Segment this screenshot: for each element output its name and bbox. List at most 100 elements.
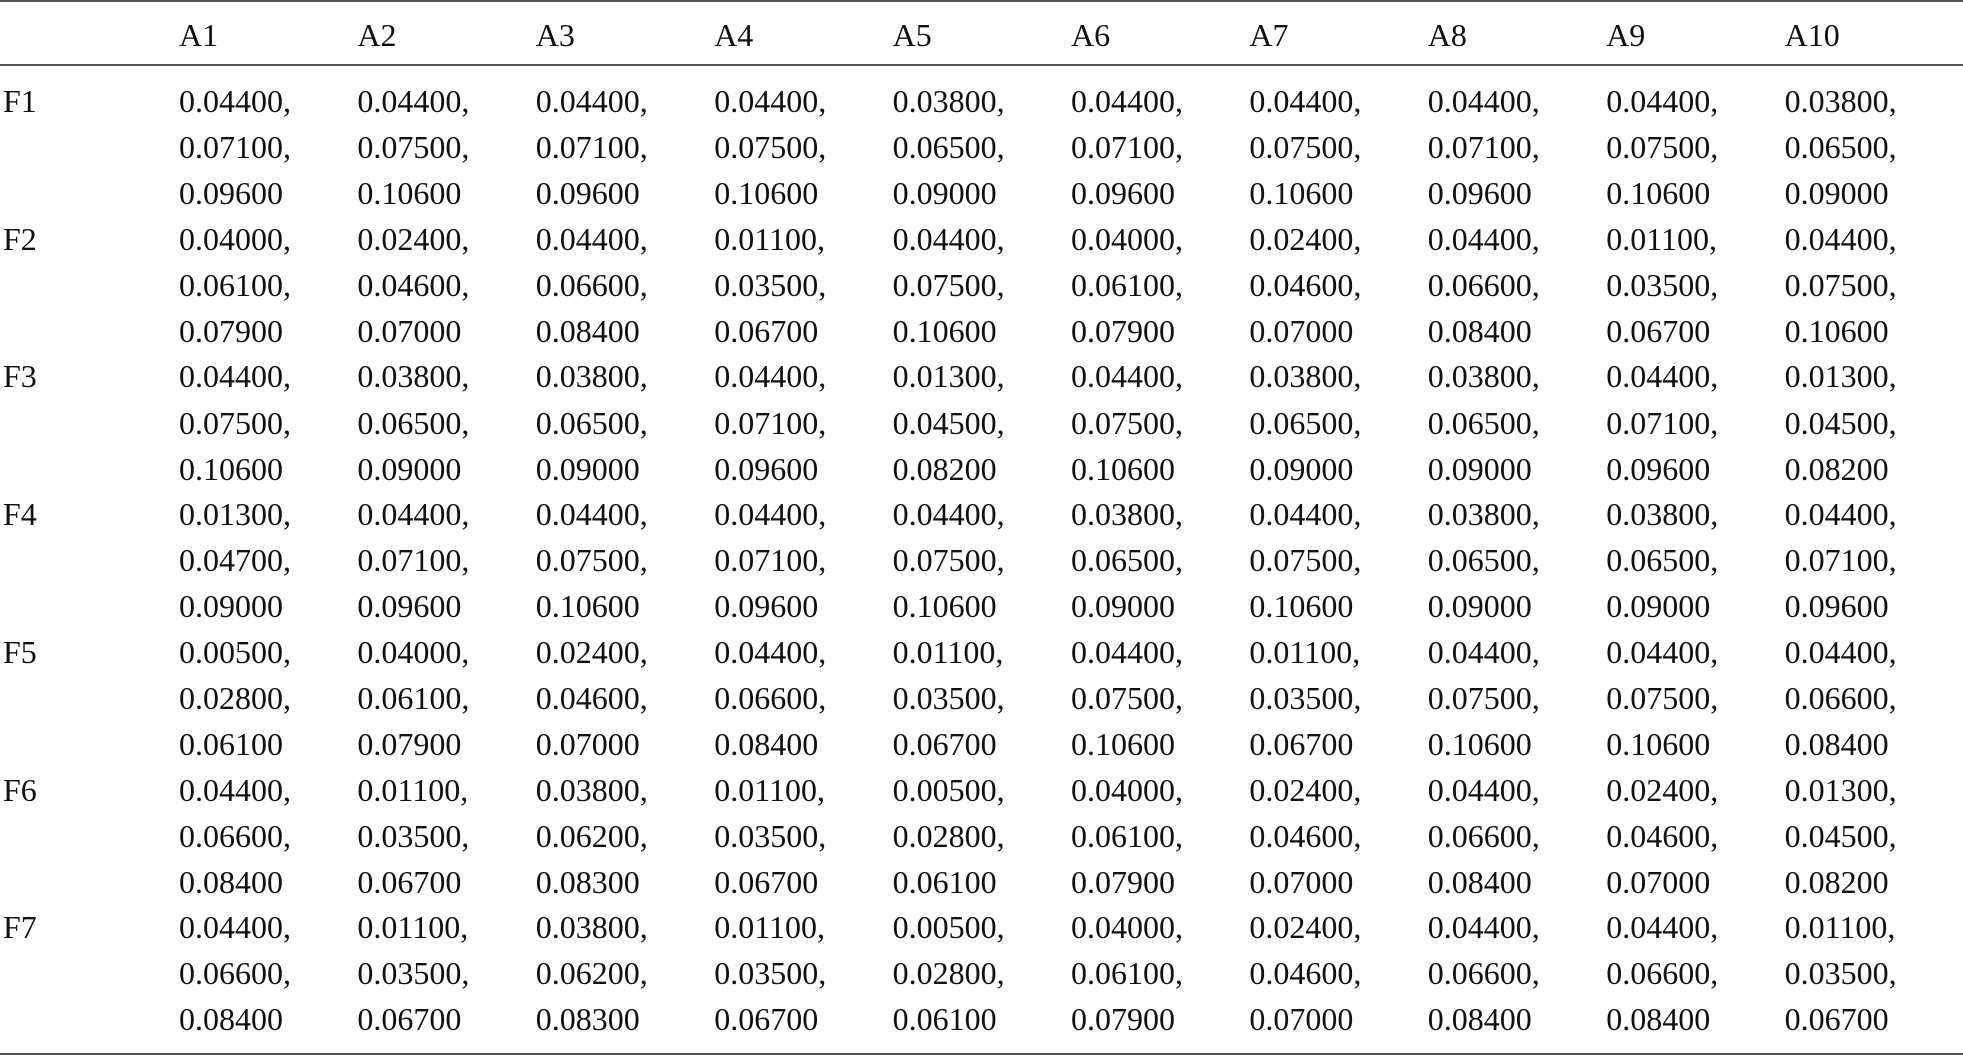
cell-value: 0.07900 <box>1071 863 1175 900</box>
cell-value: 0.06700 <box>1606 312 1711 349</box>
cell-value: 0.03800, <box>1427 496 1540 533</box>
cell-value: 0.03500, <box>1249 679 1362 716</box>
column-header: A9 <box>1606 17 1646 53</box>
cell-value: 0.04400, <box>1249 83 1362 119</box>
cell-value: 0.04500, <box>1784 817 1897 854</box>
cell-value: 0.03800, <box>1249 358 1362 395</box>
cell-value: 0.10600 <box>892 312 997 349</box>
cell-value: 0.08400 <box>1427 863 1532 900</box>
cell-value: 0.03500, <box>1606 266 1719 303</box>
cell-value: 0.04000, <box>357 633 470 670</box>
cell-value: 0.07100, <box>357 542 470 579</box>
cell-value: 0.06100, <box>1071 955 1183 992</box>
cell-value: 0.07900 <box>1071 1001 1175 1038</box>
cell-value: 0.07500, <box>179 404 291 441</box>
cell-value: 0.08200 <box>892 450 997 487</box>
row-label: F4 <box>3 496 37 533</box>
cell-value: 0.04400, <box>1784 220 1897 257</box>
cell-value: 0.06100, <box>357 679 470 716</box>
cell-value: 0.06700 <box>714 1001 819 1038</box>
cell-value: 0.00500, <box>892 771 1005 808</box>
cell-value: 0.01300, <box>1784 771 1897 808</box>
cell-value: 0.10600 <box>179 450 283 487</box>
cell-value: 0.04400, <box>1427 771 1540 808</box>
cell-value: 0.06600, <box>714 679 827 716</box>
cell-value: 0.09000 <box>892 175 997 212</box>
cell-value: 0.01300, <box>1784 358 1897 395</box>
cell-value: 0.03500, <box>714 266 827 303</box>
cell-value: 0.01100, <box>1249 633 1361 670</box>
cell-value: 0.07000 <box>535 726 640 762</box>
cell-value: 0.02400, <box>535 633 648 670</box>
cell-value: 0.08400 <box>179 1001 283 1038</box>
cell-value: 0.03500, <box>357 817 470 854</box>
cell-value: 0.04700, <box>179 542 291 579</box>
cell-value: 0.07500, <box>892 266 1005 303</box>
cell-value: 0.04400, <box>179 771 291 808</box>
row-label: F3 <box>3 358 37 395</box>
cell-value: 0.04400, <box>892 220 1005 257</box>
cell-value: 0.03800, <box>357 358 470 395</box>
column-header: A3 <box>535 17 575 53</box>
cell-value: 0.09000 <box>1427 450 1532 487</box>
cell-value: 0.03500, <box>357 955 470 992</box>
cell-value: 0.06700 <box>1249 726 1354 762</box>
cell-value: 0.03800, <box>1071 496 1183 533</box>
cell-value: 0.06500, <box>892 129 1005 166</box>
row-label: F1 <box>3 83 37 119</box>
column-header: A7 <box>1249 17 1289 53</box>
cell-value: 0.07500, <box>1249 542 1362 579</box>
cell-value: 0.06100, <box>1071 266 1183 303</box>
cell-value: 0.04400, <box>1071 83 1183 119</box>
cell-value: 0.04600, <box>1606 817 1719 854</box>
cell-value: 0.08400 <box>714 726 819 762</box>
cell-value: 0.01100, <box>714 909 825 946</box>
cell-value: 0.06700 <box>357 1001 462 1038</box>
cell-value: 0.07500, <box>1071 404 1183 441</box>
cell-value: 0.04400, <box>1071 358 1183 395</box>
cell-value: 0.08400 <box>1784 726 1889 762</box>
cell-value: 0.09600 <box>714 450 819 487</box>
cell-value: 0.06600, <box>1427 266 1540 303</box>
cell-value: 0.04600, <box>1249 266 1362 303</box>
cell-value: 0.04400, <box>1784 496 1897 533</box>
cell-value: 0.03500, <box>1784 955 1897 992</box>
cell-value: 0.04400, <box>535 220 648 257</box>
cell-value: 0.04000, <box>1071 909 1183 946</box>
cell-value: 0.06700 <box>892 726 997 762</box>
cell-value: 0.10600 <box>1606 726 1711 762</box>
cell-value: 0.06200, <box>535 817 648 854</box>
cell-value: 0.03800, <box>535 771 648 808</box>
cell-value: 0.07100, <box>179 129 291 166</box>
cell-value: 0.09000 <box>1427 588 1532 625</box>
cell-value: 0.07500, <box>1249 129 1362 166</box>
cell-value: 0.04400, <box>357 496 470 533</box>
column-header: A10 <box>1784 17 1840 53</box>
cell-value: 0.10600 <box>1249 588 1354 625</box>
cell-value: 0.09600 <box>535 175 640 212</box>
cell-value: 0.09000 <box>1071 588 1175 625</box>
cell-value: 0.10600 <box>892 588 997 625</box>
column-header: A8 <box>1427 17 1467 53</box>
cell-value: 0.10600 <box>1606 175 1711 212</box>
cell-value: 0.07500, <box>714 129 827 166</box>
cell-value: 0.04400, <box>714 496 827 533</box>
cell-value: 0.01100, <box>1784 909 1896 946</box>
cell-value: 0.08400 <box>1427 1001 1532 1038</box>
cell-value: 0.08300 <box>535 863 640 900</box>
cell-value: 0.09000 <box>1784 175 1889 212</box>
column-header: A2 <box>357 17 397 53</box>
cell-value: 0.04500, <box>1784 404 1897 441</box>
cell-value: 0.10600 <box>1249 175 1354 212</box>
cell-value: 0.07500, <box>1606 129 1719 166</box>
cell-value: 0.03500, <box>714 817 827 854</box>
cell-value: 0.03500, <box>892 679 1005 716</box>
cell-value: 0.10600 <box>1784 312 1889 349</box>
cell-value: 0.07000 <box>357 312 462 349</box>
cell-value: 0.06500, <box>1427 542 1540 579</box>
cell-value: 0.10600 <box>1071 726 1175 762</box>
cell-value: 0.01100, <box>714 220 825 257</box>
cell-value: 0.01100, <box>892 633 1004 670</box>
cell-value: 0.03800, <box>535 909 648 946</box>
cell-value: 0.07500, <box>1784 266 1897 303</box>
